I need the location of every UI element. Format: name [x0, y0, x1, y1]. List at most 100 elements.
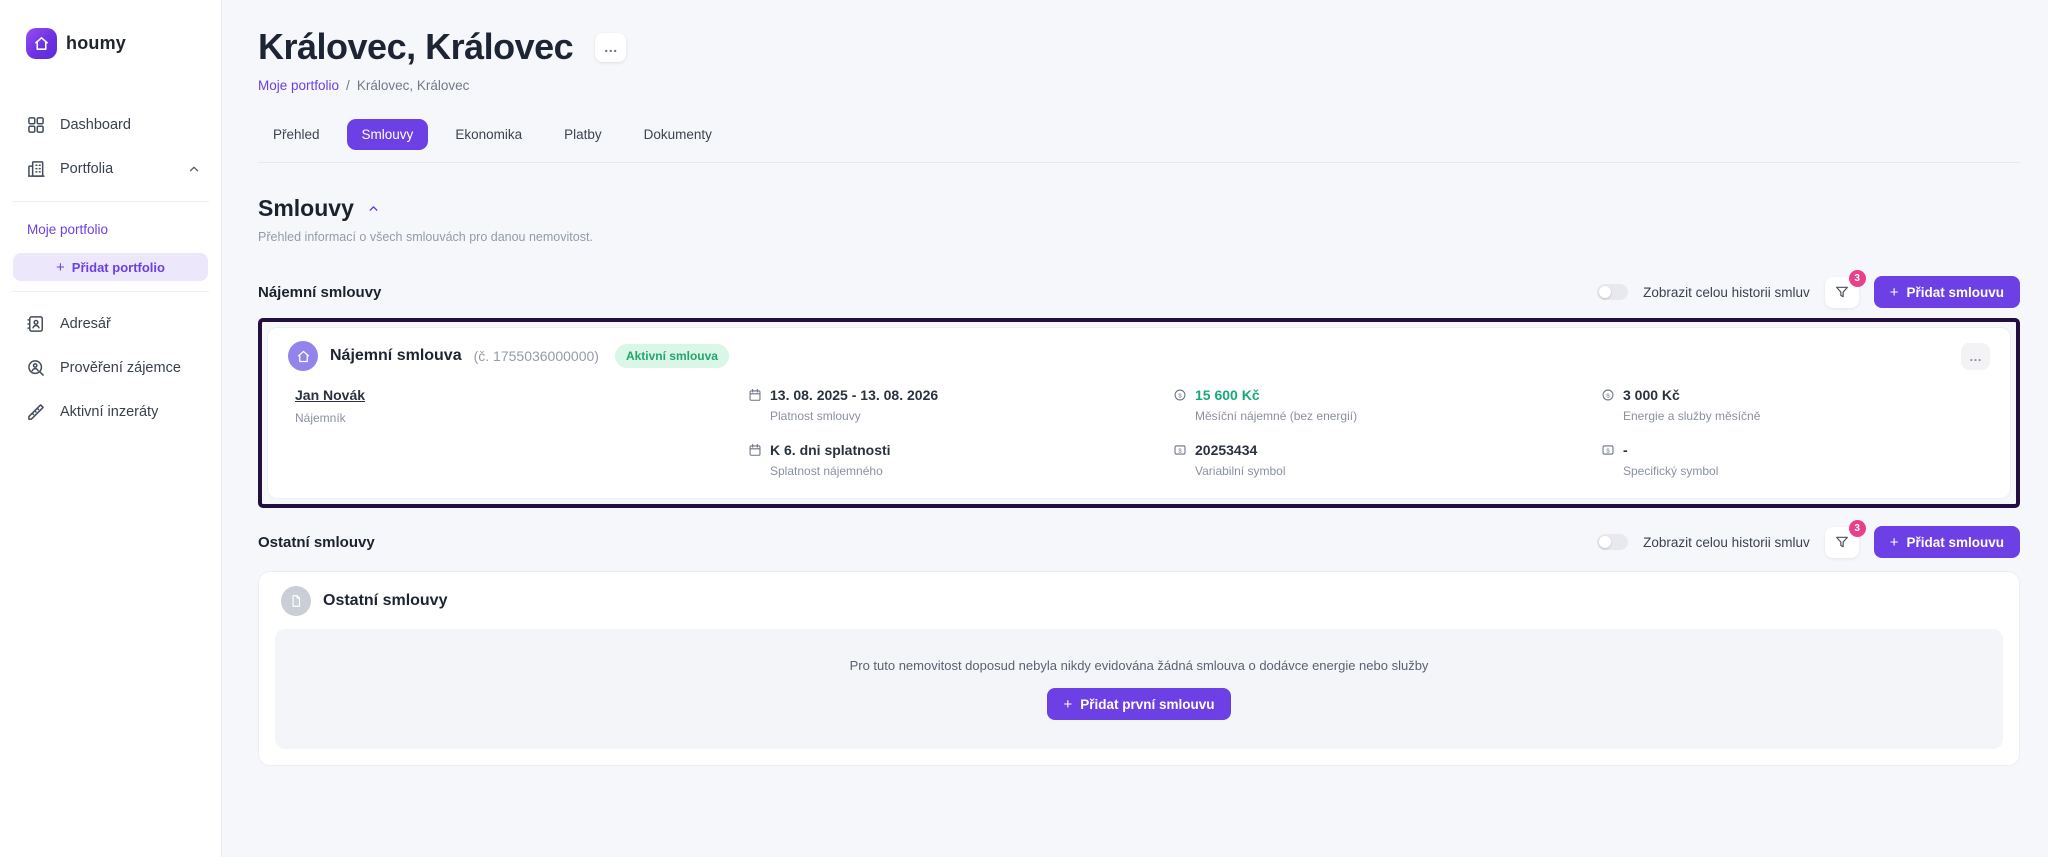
add-contract-button[interactable]: + Přidat smlouvu: [1873, 276, 2020, 308]
add-first-contract-label: Přidat první smlouvu: [1080, 696, 1215, 712]
sidebar-item-label: Aktivní inzeráty: [60, 404, 159, 420]
add-contract-button[interactable]: + Přidat smlouvu: [1873, 526, 2020, 558]
contract-field: $ 3 000 Kč Energie a služby měsíčně: [1601, 387, 1990, 423]
person-search-icon: [26, 358, 46, 378]
plus-icon: +: [1063, 695, 1073, 713]
contract-dates-column: 13. 08. 2025 - 13. 08. 2026 Platnost sml…: [748, 387, 1173, 478]
field-value: 3 000 Kč: [1623, 387, 1680, 403]
sidebar-item-label: Portfolia: [60, 161, 114, 177]
rental-group-heading: Nájemní smlouvy: [258, 283, 382, 301]
add-portfolio-label: Přidat portfolio: [71, 259, 165, 275]
field-value: -: [1623, 442, 1628, 458]
sidebar-item-provereni-zajemce[interactable]: Prověření zájemce: [0, 346, 221, 390]
breadcrumb-separator: /: [346, 78, 350, 93]
field-label: Variabilní symbol: [1195, 464, 1286, 478]
add-portfolio-button[interactable]: + Přidat portfolio: [13, 253, 208, 281]
banknote-icon: $: [1601, 443, 1615, 478]
filter-button[interactable]: 3: [1824, 269, 1866, 308]
status-badge: Aktivní smlouva: [614, 344, 729, 368]
coin-icon: $: [1173, 388, 1187, 423]
sidebar-item-label: Prověření zájemce: [60, 360, 181, 376]
funnel-icon: [1834, 284, 1850, 300]
banknote-icon: $: [1173, 443, 1187, 478]
tab-bar: Přehled Smlouvy Ekonomika Platby Dokumen…: [258, 119, 2020, 150]
sidebar-item-adresar[interactable]: Adresář: [0, 302, 221, 346]
history-toggle[interactable]: [1597, 534, 1629, 550]
sidebar-item-label: Adresář: [60, 316, 111, 332]
tab-prehled[interactable]: Přehled: [273, 127, 320, 142]
coin-icon: $: [1601, 388, 1615, 423]
contract-field: 13. 08. 2025 - 13. 08. 2026 Platnost sml…: [748, 387, 1173, 423]
add-contract-label: Přidat smlouvu: [1906, 284, 2004, 300]
field-label: Specifický symbol: [1623, 464, 1719, 478]
funnel-icon: [1834, 534, 1850, 550]
brand-logo[interactable]: houmy: [0, 28, 221, 59]
field-label: Splatnost nájemného: [770, 464, 883, 478]
toggle-knob: [1599, 286, 1612, 298]
plus-icon: +: [1889, 533, 1899, 551]
rental-contract-card[interactable]: Nájemní smlouva (č. 1755036000000) Aktiv…: [267, 327, 2011, 499]
sidebar: houmy Dashboard Portfolia Moje portfolio: [0, 0, 222, 857]
rent-column: $ 15 600 Kč Měsíční nájemné (bez energií…: [1173, 387, 1601, 478]
svg-text:$: $: [1606, 448, 1610, 454]
chevron-up-icon[interactable]: [187, 162, 201, 176]
other-group-heading: Ostatní smlouvy: [258, 533, 375, 551]
other-contracts-card: Ostatní smlouvy Pro tuto nemovitost dopo…: [258, 571, 2020, 766]
tenant-role: Nájemník: [295, 411, 346, 425]
tenant-name-link[interactable]: Jan Novák: [295, 387, 366, 403]
contract-field: $ 15 600 Kč Měsíční nájemné (bez energií…: [1173, 387, 1601, 423]
brand-name: houmy: [66, 33, 127, 53]
contract-card-title: Nájemní smlouva: [330, 347, 462, 364]
add-first-contract-button[interactable]: + Přidat první smlouvu: [1047, 688, 1231, 720]
sidebar-item-portfolia[interactable]: Portfolia: [0, 147, 221, 191]
breadcrumb: Moje portfolio / Královec, Královec: [258, 78, 2020, 93]
field-value: 15 600 Kč: [1195, 387, 1260, 403]
svg-text:$: $: [1606, 393, 1610, 399]
page-title: Královec, Královec: [258, 26, 574, 67]
tab-platby[interactable]: Platby: [564, 127, 602, 142]
sidebar-item-dashboard[interactable]: Dashboard: [0, 103, 221, 147]
breadcrumb-current: Královec, Královec: [356, 78, 470, 93]
tab-smlouvy[interactable]: Smlouvy: [346, 119, 429, 150]
section-subtitle: Přehled informací o všech smlouvách pro …: [258, 230, 593, 244]
section-collapse-chevron-up-icon[interactable]: [367, 202, 380, 215]
tab-dokumenty[interactable]: Dokumenty: [643, 127, 712, 142]
history-toggle-label: Zobrazit celou historii smluv: [1643, 284, 1810, 300]
field-label: Energie a služby měsíčně: [1623, 409, 1761, 423]
svg-text:$: $: [1178, 448, 1182, 454]
empty-state-text: Pro tuto nemovitost doposud nebyla nikdy…: [849, 658, 1429, 673]
contract-field: K 6. dni splatnosti Splatnost nájemného: [748, 442, 1173, 478]
field-value: 20253434: [1195, 442, 1258, 458]
field-value: 13. 08. 2025 - 13. 08. 2026: [770, 387, 939, 403]
page-menu-button[interactable]: …: [595, 32, 627, 62]
add-contract-label: Přidat smlouvu: [1906, 534, 2004, 550]
contract-menu-button[interactable]: …: [1961, 342, 1990, 370]
dashboard-icon: [26, 115, 46, 135]
filter-button[interactable]: 3: [1824, 519, 1866, 558]
tab-ekonomika[interactable]: Ekonomika: [455, 127, 523, 142]
sidebar-divider: [12, 291, 209, 292]
sidebar-divider: [12, 201, 209, 202]
filter-count-badge: 3: [1848, 519, 1866, 537]
plus-icon: +: [1889, 283, 1899, 301]
field-label: Platnost smlouvy: [770, 409, 861, 423]
plus-icon: +: [56, 258, 65, 276]
contract-field: $ 20253434 Variabilní symbol: [1173, 442, 1601, 478]
svg-text:$: $: [1178, 393, 1182, 399]
building-icon: [26, 159, 46, 179]
sidebar-item-moje-portfolio[interactable]: Moje portfolio: [27, 222, 109, 237]
history-toggle[interactable]: [1597, 284, 1629, 300]
field-label: Měsíční nájemné (bez energií): [1195, 409, 1358, 423]
energy-column: $ 3 000 Kč Energie a služby měsíčně $: [1601, 387, 1990, 478]
other-card-title: Ostatní smlouvy: [323, 592, 448, 609]
tabs-divider: [258, 162, 2020, 163]
toggle-knob: [1599, 536, 1612, 548]
contract-field: $ - Specifický symbol: [1601, 442, 1990, 478]
contract-house-icon: [288, 341, 318, 371]
main-content: Královec, Královec … Moje portfolio / Kr…: [222, 0, 2048, 857]
sidebar-item-aktivni-inzeraty[interactable]: Aktivní inzeráty: [0, 390, 221, 434]
field-value: K 6. dni splatnosti: [770, 442, 891, 458]
section-title: Smlouvy: [258, 195, 354, 221]
breadcrumb-link[interactable]: Moje portfolio: [258, 78, 340, 93]
